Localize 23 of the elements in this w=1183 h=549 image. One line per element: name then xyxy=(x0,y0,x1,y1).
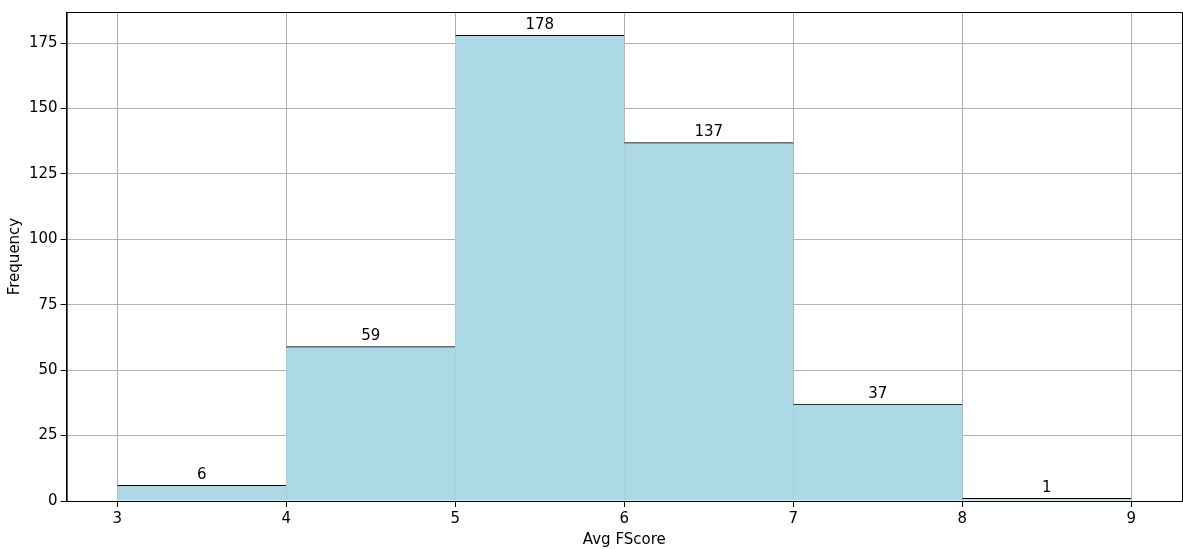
data-label: 1 xyxy=(1042,477,1052,496)
data-label: 6 xyxy=(197,464,207,483)
x-tick-label: 8 xyxy=(957,508,968,527)
y-tick-label: 50 xyxy=(38,360,58,379)
y-axis-title: Frequency xyxy=(4,217,23,296)
x-tick-label: 7 xyxy=(788,508,799,527)
y-tick-label: 100 xyxy=(28,229,58,248)
x-axis-title: Avg FScore xyxy=(582,529,666,548)
y-tick-label: 75 xyxy=(38,294,58,313)
x-tick-label: 9 xyxy=(1126,508,1137,527)
data-label: 59 xyxy=(361,326,381,345)
y-tick-label: 0 xyxy=(48,490,58,509)
data-label: 37 xyxy=(868,383,888,402)
y-tick-label: 175 xyxy=(28,33,58,52)
x-tick-label: 3 xyxy=(112,508,123,527)
y-tick-label: 150 xyxy=(28,98,58,117)
y-tick-label: 125 xyxy=(28,163,58,182)
data-label: 178 xyxy=(525,14,555,33)
x-tick-label: 4 xyxy=(281,508,292,527)
x-tick-label: 5 xyxy=(450,508,461,527)
data-label: 137 xyxy=(694,121,724,140)
y-tick-label: 25 xyxy=(38,425,58,444)
x-tick-label: 6 xyxy=(619,508,630,527)
